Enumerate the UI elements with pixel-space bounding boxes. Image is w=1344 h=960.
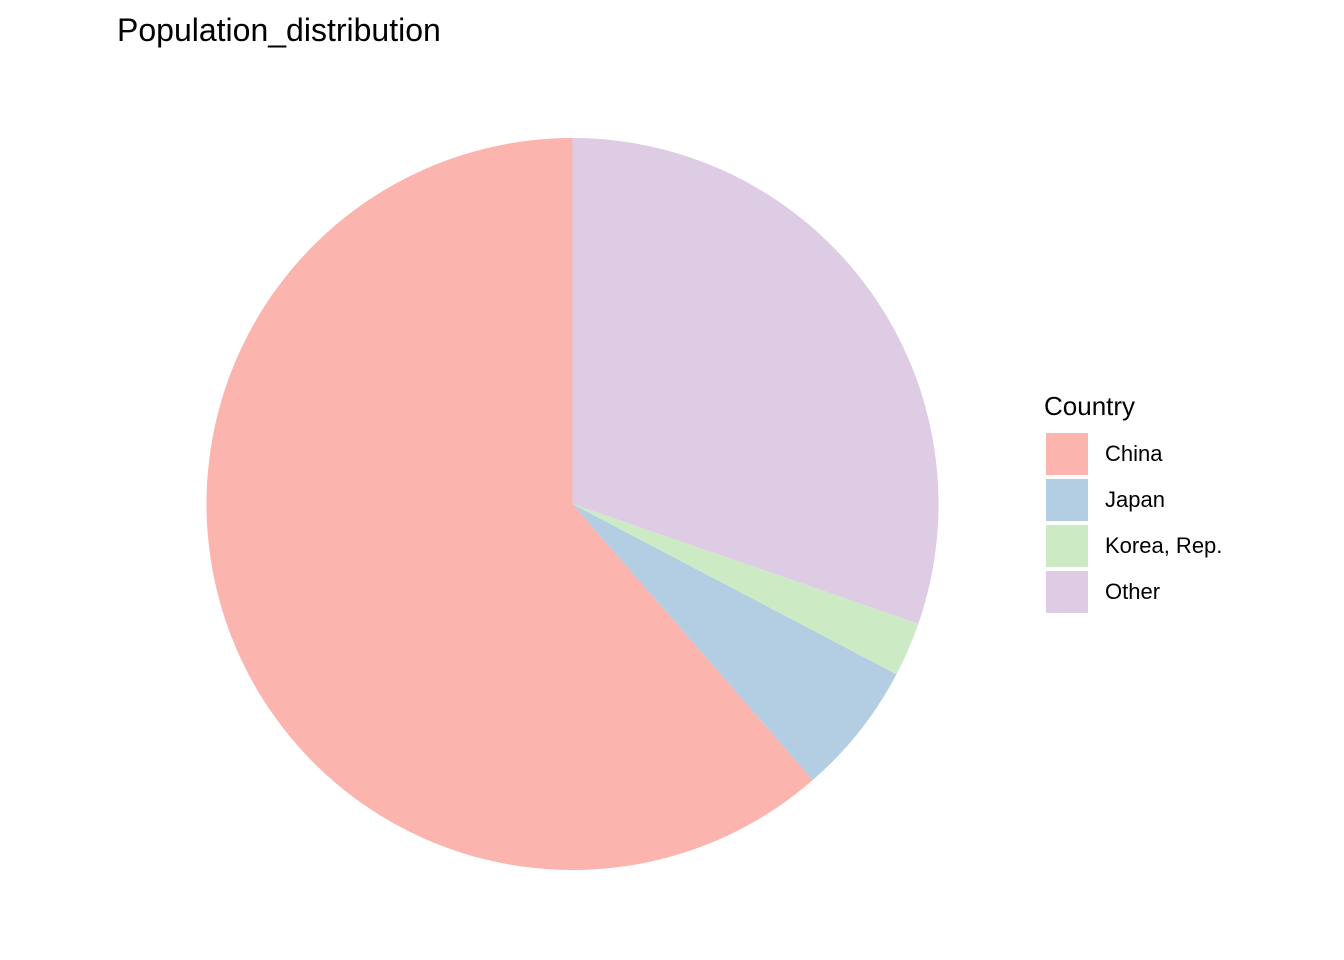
legend-items: China Japan Korea, Rep. Other [1044, 431, 1222, 615]
chart-title: Population_distribution [117, 12, 441, 48]
legend-item-japan: Japan [1044, 477, 1222, 523]
legend-item-other: Other [1044, 569, 1222, 615]
pie-slices [206, 138, 939, 871]
pie-slice-other [572, 138, 939, 624]
legend-key-korea-rep [1046, 525, 1088, 567]
legend-label-other: Other [1105, 579, 1161, 604]
pie-slice-china [206, 138, 813, 871]
legend-label-japan: Japan [1105, 487, 1165, 512]
legend-item-china: China [1044, 431, 1222, 477]
pie-slice-korea-rep [572, 504, 919, 675]
pie-slice-japan [572, 504, 897, 781]
legend-label-korea-rep: Korea, Rep. [1105, 533, 1223, 558]
legend-key-japan [1046, 479, 1088, 521]
legend-key-other [1046, 571, 1088, 613]
legend-title: Country [1044, 391, 1136, 421]
legend-label-china: China [1105, 441, 1163, 466]
legend-item-korea-rep: Korea, Rep. [1044, 523, 1222, 569]
legend-key-china [1046, 433, 1088, 475]
legend: Country China Japan Korea, Rep. Other [1044, 389, 1222, 615]
